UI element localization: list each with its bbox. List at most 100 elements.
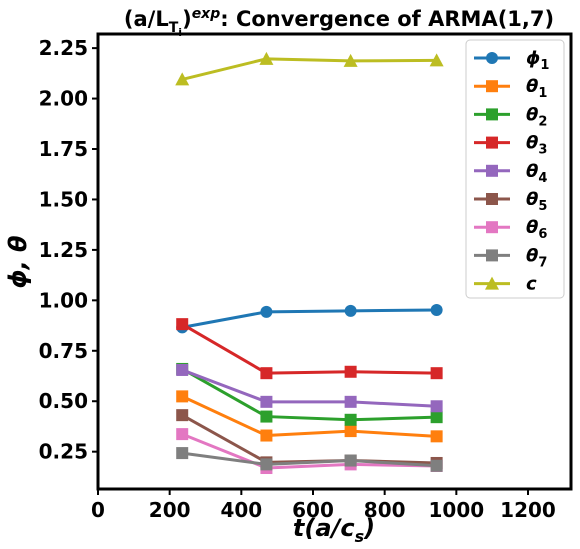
series-8 [175,51,444,86]
x-tick-label: 1200 [500,498,556,522]
data-point [260,429,273,442]
legend-label: ϕ1 [526,48,549,73]
legend-symbol: θ [526,161,538,182]
series-4 [176,363,443,413]
y-axis-label: ϕ, θ [4,235,32,288]
xlabel-main: t(a/c [293,514,355,542]
series-line [181,308,437,329]
x-tick-label: 0 [91,498,105,522]
x-tick-label: 200 [149,498,191,522]
legend-entry: ϕ1 [474,48,549,73]
legend-label: θ3 [526,133,547,158]
data-point [344,395,357,408]
title-sub-1: T [169,20,179,36]
data-point [343,53,358,67]
data-point [259,51,274,65]
y-tick-label: 2.25 [39,36,88,60]
legend-entry: θ2 [474,104,547,129]
y-tick-label: 2.00 [39,87,88,111]
title-rest: : Convergence of ARMA(1,7) [220,7,554,31]
series-3 [176,318,443,380]
y-tick-label: 1.00 [39,288,88,312]
legend-subscript: 6 [538,227,547,242]
data-point [430,411,443,424]
series-line [181,322,437,375]
legend-symbol: θ [526,104,538,125]
legend-marker [486,193,498,205]
legend-entry: c [474,274,537,295]
data-point [430,304,443,317]
legend-marker [486,221,498,234]
legend-marker [486,52,498,64]
data-point [260,395,273,408]
y-tick-label: 1.25 [39,238,88,262]
legend-subscript: 1 [538,86,547,101]
legend-label: θ4 [526,161,547,186]
legend-subscript: 5 [538,199,547,214]
legend-entry: θ5 [474,189,547,214]
y-tick-label: 0.50 [39,389,88,413]
xlabel-sub: s [355,527,365,546]
series-line [182,451,437,468]
data-point [260,367,273,380]
legend-marker [486,249,498,262]
data-point [430,430,443,443]
data-point [260,305,273,318]
legend-marker [486,80,498,93]
series-layer [175,51,444,475]
data-point [176,318,189,331]
data-point [176,409,189,422]
series-line [181,367,437,422]
data-point [344,454,357,467]
legend-subscript: 3 [538,143,547,158]
legend-frame [465,39,565,299]
series-line [181,432,437,470]
data-point [430,367,443,380]
data-point [176,390,189,403]
legend-label: θ5 [526,189,547,214]
legend-entry: θ3 [474,133,547,158]
legend-symbol: θ [526,189,538,210]
legend-subscript: 4 [538,171,547,186]
legend-symbol: θ [526,217,538,238]
data-point [175,72,190,86]
data-point [430,400,443,413]
data-point [176,447,189,460]
data-point [429,53,444,67]
title-close: ) [182,7,192,31]
legend-subscript: 7 [538,255,547,270]
series-line [181,57,437,81]
title-base: (a/L [124,7,169,31]
series-line [181,368,437,408]
data-point [344,413,357,426]
data-point [344,365,357,378]
x-axis-label: t(a/cs) [293,514,375,546]
legend-label: θ6 [526,217,547,242]
series-1 [176,390,443,443]
legend-symbol: θ [526,133,538,154]
xlabel-close: ) [363,514,375,542]
plot-frame [96,32,573,491]
series-7 [176,447,443,472]
legend-label: θ2 [526,104,547,129]
legend-entry: θ6 [474,217,547,242]
legend-symbol: ϕ [526,48,540,69]
legend-entry: θ1 [474,76,547,101]
legend-symbol: θ [526,76,538,97]
legend-label: θ1 [526,76,547,101]
x-tick-label: 600 [292,498,334,522]
legend-marker [486,108,498,121]
legend-marker [486,164,498,177]
data-point [260,410,273,423]
legend-label: c [526,274,537,295]
y-tick-label: 0.75 [39,339,88,363]
legend-symbol: θ [526,245,538,266]
legend-symbol: c [526,274,537,295]
legend-label: θ7 [526,245,547,270]
y-tick-label: 0.25 [39,440,88,464]
y-tick-label: 1.75 [39,137,88,161]
legend-entry: θ7 [474,245,547,270]
x-tick-label: 800 [364,498,406,522]
x-tick-label: 1000 [428,498,484,522]
